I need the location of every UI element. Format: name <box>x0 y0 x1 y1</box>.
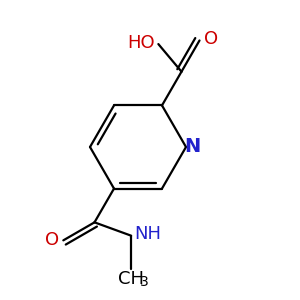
Text: HO: HO <box>128 34 155 52</box>
Text: 3: 3 <box>140 275 148 289</box>
Text: CH: CH <box>118 270 144 288</box>
Text: NH: NH <box>134 225 161 243</box>
Text: O: O <box>204 30 218 48</box>
Text: O: O <box>45 231 59 249</box>
Text: N: N <box>184 137 201 157</box>
